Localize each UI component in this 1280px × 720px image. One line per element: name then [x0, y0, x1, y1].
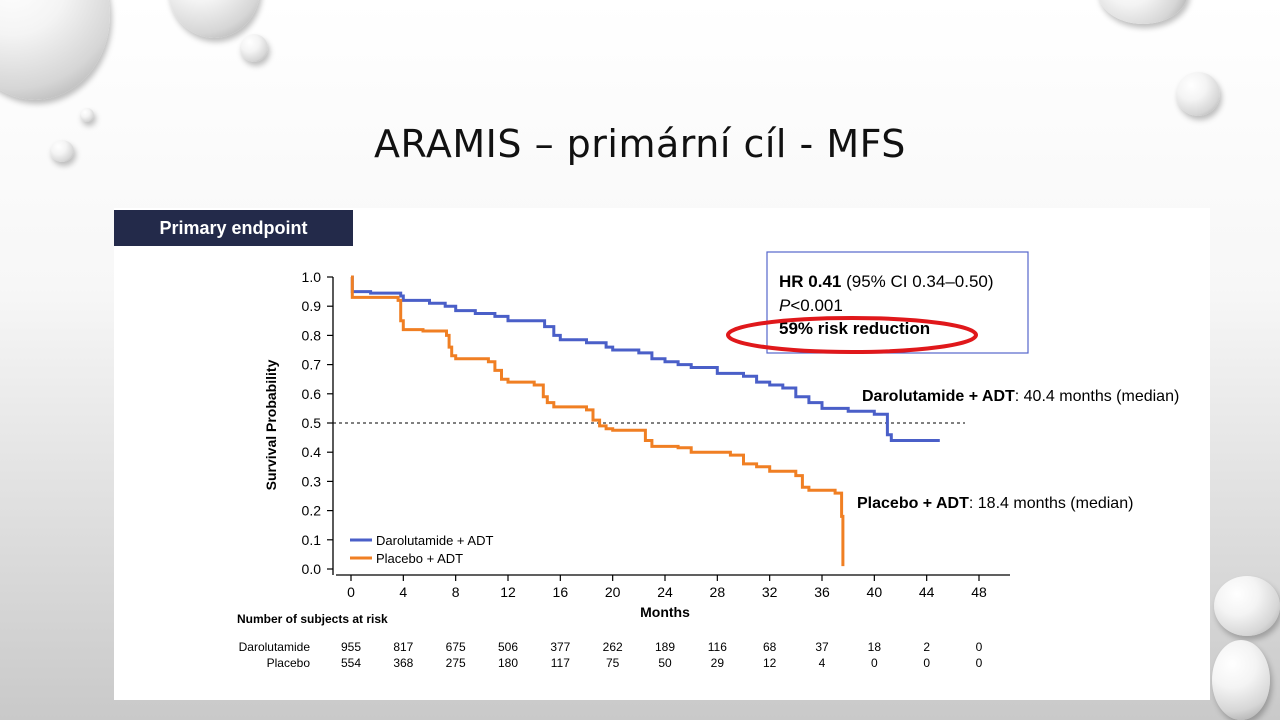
highlight-ellipse	[726, 316, 978, 354]
at-risk-row-label: Placebo	[267, 656, 311, 670]
water-drop-decoration	[50, 140, 74, 162]
y-tick-label: 0.8	[302, 327, 322, 343]
at-risk-value: 116	[708, 640, 727, 654]
at-risk-value: 29	[711, 656, 725, 670]
at-risk-value: 506	[498, 640, 518, 654]
at-risk-value: 275	[446, 656, 466, 670]
y-tick-label: 0.1	[302, 532, 322, 548]
at-risk-title: Number of subjects at risk	[237, 612, 388, 626]
at-risk-value: 675	[446, 640, 466, 654]
p-value-text: P<0.001	[779, 296, 843, 315]
primary-endpoint-label: Primary endpoint	[114, 210, 353, 246]
y-tick-label: 0.4	[302, 444, 322, 460]
at-risk-value: 368	[393, 656, 413, 670]
at-risk-value: 50	[658, 656, 672, 670]
y-tick-label: 0.0	[302, 561, 322, 577]
y-axis-title: Survival Probability	[263, 359, 279, 490]
at-risk-value: 189	[655, 640, 675, 654]
at-risk-value: 0	[976, 656, 983, 670]
water-drop-decoration	[1176, 72, 1220, 116]
water-drop-decoration	[1214, 576, 1280, 636]
at-risk-value: 817	[393, 640, 413, 654]
x-tick-label: 0	[347, 584, 355, 600]
stats-box	[766, 251, 1029, 354]
x-tick-label: 40	[867, 584, 883, 600]
y-tick-label: 0.2	[302, 503, 322, 519]
water-drop-decoration	[240, 34, 268, 62]
at-risk-value: 0	[871, 656, 878, 670]
risk-reduction-text: 59% risk reduction	[779, 319, 930, 338]
darolutamide-survival-curve	[350, 275, 940, 442]
x-tick-label: 20	[605, 584, 621, 600]
x-axis-title: Months	[640, 604, 690, 620]
placebo-survival-curve	[350, 275, 845, 567]
x-tick-label: 28	[710, 584, 726, 600]
legend-label: Darolutamide + ADT	[376, 533, 493, 548]
legend-label: Placebo + ADT	[376, 551, 463, 566]
median-annotation: Darolutamide + ADT: 40.4 months (median)	[862, 388, 1179, 405]
y-tick-label: 1.0	[302, 269, 322, 285]
at-risk-value: 180	[498, 656, 518, 670]
at-risk-value: 0	[923, 656, 930, 670]
hazard-ratio-text: HR 0.41 (95% CI 0.34–0.50)	[779, 272, 994, 291]
x-tick-label: 44	[919, 584, 935, 600]
x-tick-label: 36	[814, 584, 830, 600]
median-annotation: Placebo + ADT: 18.4 months (median)	[857, 495, 1133, 512]
at-risk-value: 262	[603, 640, 623, 654]
at-risk-value: 18	[868, 640, 882, 654]
at-risk-value: 955	[341, 640, 361, 654]
at-risk-value: 12	[763, 656, 777, 670]
y-tick-label: 0.9	[302, 298, 322, 314]
at-risk-row-label: Darolutamide	[239, 640, 311, 654]
at-risk-value: 37	[815, 640, 829, 654]
y-tick-label: 0.7	[302, 357, 322, 373]
at-risk-value: 117	[551, 656, 570, 670]
slide-title: ARAMIS – primární cíl - MFS	[374, 122, 906, 166]
chart-panel	[114, 208, 1210, 700]
x-tick-label: 32	[762, 584, 778, 600]
at-risk-value: 68	[763, 640, 777, 654]
y-tick-label: 0.6	[302, 386, 322, 402]
water-drop-decoration	[80, 108, 94, 122]
at-risk-value: 0	[976, 640, 983, 654]
at-risk-value: 75	[606, 656, 620, 670]
at-risk-value: 554	[341, 656, 361, 670]
at-risk-value: 377	[550, 640, 570, 654]
x-tick-label: 48	[971, 584, 987, 600]
x-tick-label: 24	[657, 584, 673, 600]
at-risk-value: 4	[819, 656, 826, 670]
at-risk-value: 2	[923, 640, 930, 654]
x-tick-label: 16	[553, 584, 569, 600]
y-tick-label: 0.5	[302, 415, 322, 431]
x-tick-label: 12	[500, 584, 516, 600]
x-tick-label: 8	[452, 584, 460, 600]
y-tick-label: 0.3	[302, 473, 322, 489]
x-tick-label: 4	[399, 584, 407, 600]
water-drop-decoration	[1212, 640, 1270, 720]
